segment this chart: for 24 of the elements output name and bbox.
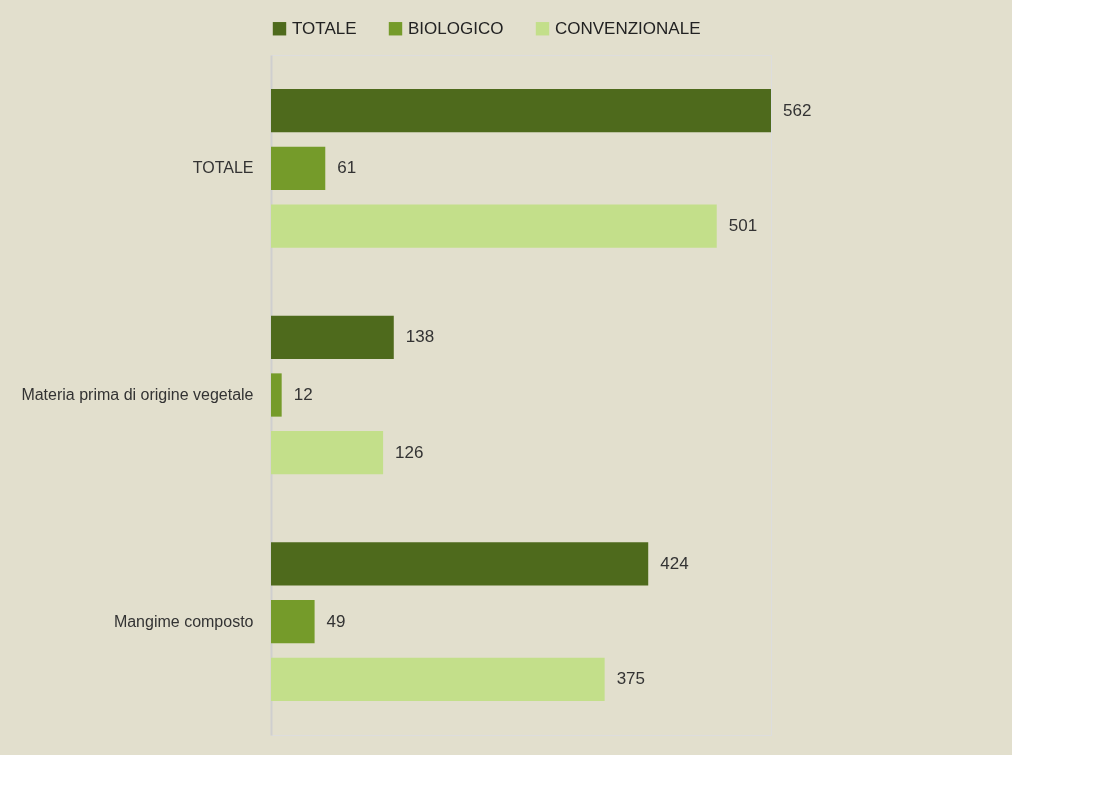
legend-label: CONVENZIONALE: [555, 18, 701, 38]
y-tick-label: TOTALE: [192, 159, 254, 177]
legend-label: TOTALE: [292, 18, 357, 38]
bar: [271, 373, 282, 417]
bar: [271, 431, 384, 475]
bar: [271, 204, 717, 248]
data-label: 562: [783, 100, 812, 120]
legend-label: BIOLOGICO: [408, 18, 504, 38]
bar: [271, 657, 605, 701]
data-label: 126: [395, 442, 424, 462]
bar: [271, 146, 326, 190]
data-label: 375: [616, 669, 645, 689]
y-tick-label: Materia prima di origine vegetale: [21, 386, 254, 403]
data-label: 138: [405, 327, 435, 347]
bar: [271, 600, 315, 644]
data-label: 49: [326, 611, 346, 631]
data-label: 424: [660, 553, 689, 573]
bar: [271, 542, 649, 586]
bar: [271, 315, 394, 359]
data-label: 61: [337, 158, 357, 178]
data-label: 501: [728, 216, 758, 236]
bar: [271, 89, 771, 133]
y-tick-label: Mangime composto: [113, 612, 254, 630]
data-label: 12: [293, 385, 313, 404]
